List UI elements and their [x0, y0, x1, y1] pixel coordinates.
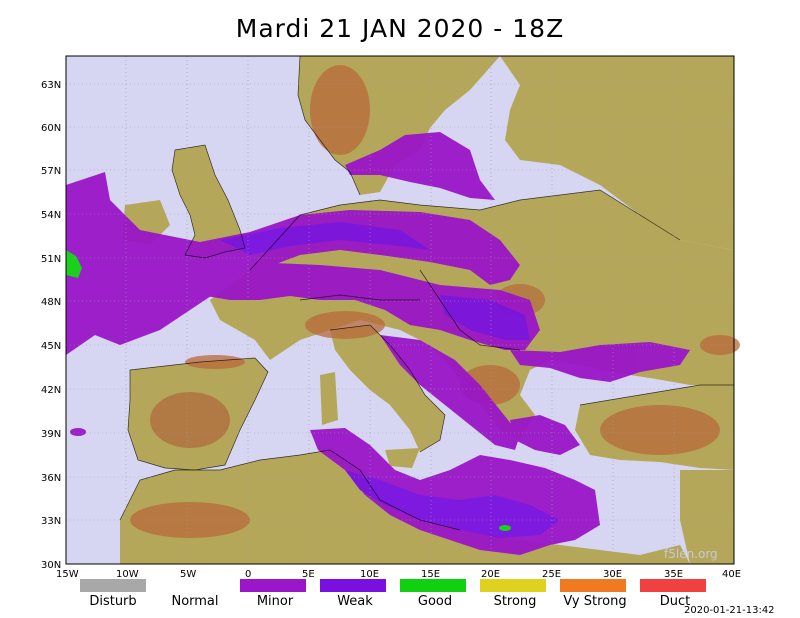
lon-tick-label: 10W	[116, 569, 139, 580]
zone-weak-central	[220, 222, 430, 255]
lon-tick-label: 20E	[481, 569, 500, 580]
watermark-text: f5len.org	[664, 547, 718, 561]
legend-swatch-good	[400, 579, 466, 592]
lon-tick-label: 30E	[603, 569, 622, 580]
zone-minor-iberia-spot	[70, 428, 86, 436]
map-frame	[65, 55, 735, 565]
borders	[119, 55, 734, 531]
zone-weak-east	[440, 295, 530, 340]
zone-minor-adriatic	[380, 335, 520, 450]
lon-tick-label: 5W	[180, 569, 196, 580]
lon-tick-label: 10E	[360, 569, 379, 580]
lon-tick-label: 0	[245, 569, 251, 580]
zone-minor-blacksea	[510, 342, 690, 382]
lat-tick-label: 36N	[41, 473, 61, 484]
lat-tick-label: 45N	[41, 341, 61, 352]
lat-tick-label: 33N	[41, 516, 61, 527]
lon-tick-label: 25E	[542, 569, 561, 580]
relief-shading	[130, 65, 740, 538]
legend-label-vy-strong: Vy Strong	[563, 594, 627, 609]
map-title: Mardi 21 JAN 2020 - 18Z	[235, 14, 565, 43]
legend-label-normal: Normal	[171, 594, 219, 609]
land-finland-russia	[500, 56, 734, 250]
legend-swatch-duct	[640, 579, 706, 592]
land-britain	[172, 145, 245, 258]
graticule	[66, 56, 734, 564]
relief-scandes	[310, 65, 370, 155]
legend-label-minor: Minor	[256, 594, 294, 609]
zone-good-crete	[499, 525, 511, 531]
land-north-africa	[120, 450, 690, 564]
legend-swatch-minor	[240, 579, 306, 592]
legend-swatch-disturb	[80, 579, 146, 592]
lon-tick-label: 35E	[664, 569, 683, 580]
lat-tick-label: 57N	[41, 166, 61, 177]
propagation-zones	[66, 132, 690, 555]
latitude-labels: 63N 60N 57N 54N 51N 48N 45N 42N 39N 36N …	[41, 80, 61, 571]
zone-minor-central	[185, 262, 540, 350]
relief-pyrenees	[185, 355, 245, 369]
lat-tick-label: 51N	[41, 254, 61, 265]
lat-tick-label: 48N	[41, 297, 61, 308]
lat-tick-label: 60N	[41, 123, 61, 134]
relief-caucasus	[700, 335, 740, 355]
lat-tick-label: 39N	[41, 429, 61, 440]
land-italy	[330, 325, 445, 452]
legend-swatch-strong	[480, 579, 546, 592]
legend-swatch-weak	[320, 579, 386, 592]
legend-label-strong: Strong	[493, 594, 537, 609]
land-sicily	[385, 448, 420, 468]
lon-tick-label: 15W	[56, 569, 79, 580]
zone-minor-aegean	[510, 415, 580, 455]
land-middle-east	[680, 470, 734, 564]
relief-turkey	[600, 405, 720, 455]
lat-tick-label: 54N	[41, 210, 61, 221]
legend-label-duct: Duct	[659, 594, 691, 609]
timestamp: 2020-01-21-13:42	[684, 605, 775, 616]
lat-tick-label: 42N	[41, 385, 61, 396]
relief-iberia	[150, 392, 230, 448]
lon-tick-label: 15E	[421, 569, 440, 580]
lon-tick-label: 40E	[722, 569, 741, 580]
zone-minor-baltic	[345, 132, 495, 200]
relief-alps	[305, 311, 385, 339]
lat-tick-label: 63N	[41, 80, 61, 91]
legend-label-disturb: Disturb	[89, 594, 137, 609]
legend-label-weak: Weak	[337, 594, 373, 609]
legend-label-good: Good	[417, 594, 453, 609]
land-sardinia	[320, 372, 338, 425]
lon-tick-label: 5E	[302, 569, 315, 580]
legend-swatch-vy-strong	[560, 579, 626, 592]
zone-weak-mediterranean	[345, 470, 560, 538]
zone-minor-west	[66, 172, 520, 355]
zone-good-atlantic	[66, 250, 82, 278]
longitude-labels: 15W 10W 5W 0 5E 10E 15E 20E 25E 30E 35E …	[56, 569, 741, 580]
lat-tick-label: 30N	[41, 560, 61, 571]
